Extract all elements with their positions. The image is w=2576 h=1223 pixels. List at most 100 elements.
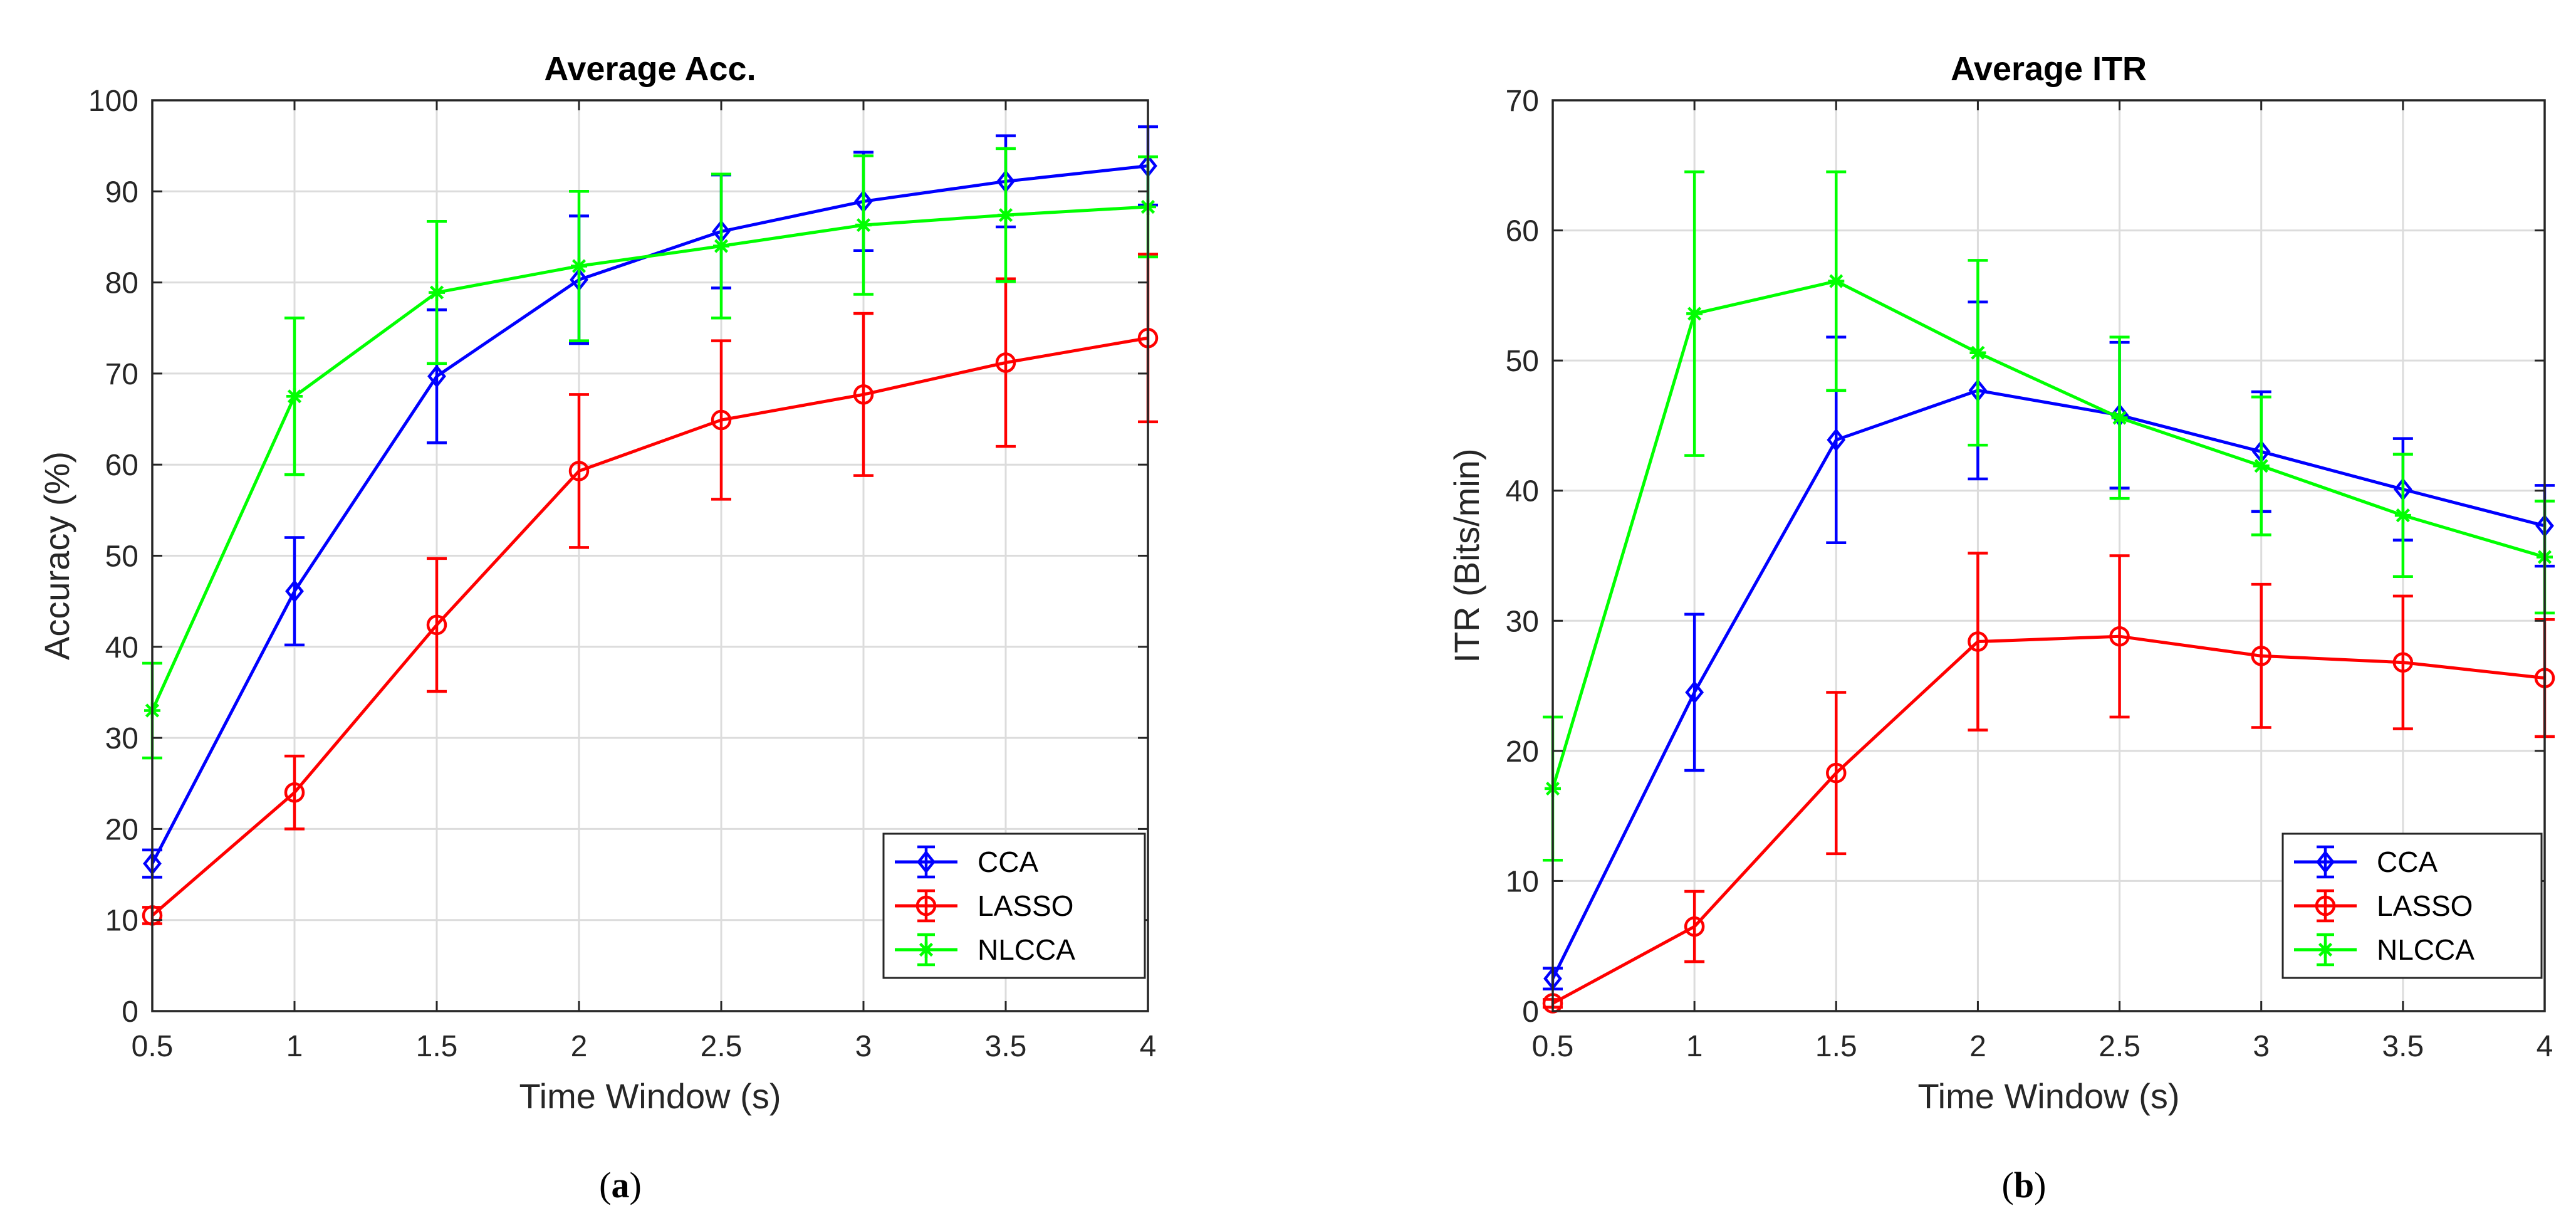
legend-swatch-marker — [915, 895, 937, 916]
y-tick-label: 30 — [105, 722, 138, 755]
error-bar — [2392, 594, 2413, 730]
data-point — [2109, 626, 2130, 647]
y-tick-label: 10 — [1506, 865, 1539, 898]
series-line — [1551, 634, 2545, 1005]
error-bar — [1684, 890, 1705, 963]
data-point — [2392, 652, 2414, 673]
series-line — [1551, 279, 2545, 789]
y-tick-label: 50 — [105, 540, 138, 574]
data-point — [2253, 458, 2270, 475]
error-bar — [1826, 691, 1847, 856]
data-point — [998, 207, 1014, 224]
x-tick-label: 3.5 — [985, 1030, 1027, 1063]
legend-swatch-marker — [2315, 895, 2336, 916]
x-tick-label: 2 — [571, 1030, 588, 1063]
data-point — [568, 461, 590, 481]
x-tick-label: 4 — [2537, 1030, 2553, 1063]
x-tick-label: 1.5 — [416, 1030, 458, 1063]
data-point — [427, 364, 446, 388]
data-point — [285, 579, 304, 603]
y-tick-label: 60 — [105, 449, 138, 482]
data-point — [711, 409, 732, 431]
x-tick-label: 2 — [1969, 1030, 1986, 1063]
y-tick-label: 40 — [105, 631, 138, 664]
chart-average-accuracy: 0.5 1 1.5 2 2.5 3 3.5 40102030405060708090100Av… — [37, 50, 1159, 1205]
legend-item-lasso: LASSO — [2294, 889, 2473, 923]
x-axis-label: Time Window (s) — [519, 1076, 781, 1116]
error-bar — [711, 339, 731, 501]
data-point — [995, 352, 1016, 373]
x-tick-label: 2.5 — [2099, 1030, 2141, 1063]
caption-letter: a — [612, 1165, 630, 1205]
legend-swatch-marker — [2317, 942, 2334, 958]
y-tick-label: 50 — [1506, 345, 1539, 378]
subfigure-caption: (a) — [599, 1165, 642, 1205]
legend-item-cca: CCA — [2294, 845, 2438, 879]
data-point — [853, 384, 874, 405]
data-point — [1827, 428, 1846, 452]
data-point — [286, 388, 303, 405]
data-point — [1685, 680, 1704, 705]
error-bar — [1684, 612, 1705, 772]
legend-label: CCA — [978, 846, 1038, 878]
caption-close: ) — [2034, 1165, 2046, 1205]
data-point — [426, 614, 447, 636]
legend-label: NLCCA — [2377, 933, 2474, 966]
y-tick-label: 90 — [105, 176, 138, 209]
data-point — [1828, 273, 1845, 290]
x-tick-label: 4 — [1140, 1030, 1157, 1063]
chart-title: Average Acc. — [544, 50, 756, 88]
x-tick-label: 3 — [2253, 1030, 2270, 1063]
x-axis-label: Time Window (s) — [1918, 1076, 2180, 1116]
data-point — [2111, 409, 2128, 426]
caption-letter: b — [2014, 1165, 2034, 1205]
x-tick-label: 2.5 — [701, 1030, 743, 1063]
error-bar — [569, 393, 589, 549]
y-tick-label: 0 — [122, 995, 138, 1029]
y-tick-label: 60 — [1506, 215, 1539, 248]
error-bar — [853, 312, 873, 477]
y-tick-label: 80 — [105, 267, 138, 300]
legend-item-nlcca: NLCCA — [895, 933, 1075, 967]
x-tick-label: 1.5 — [1815, 1030, 1857, 1063]
series-nlcca — [1543, 170, 2555, 862]
y-tick-label: 70 — [105, 358, 138, 391]
data-point — [571, 258, 587, 275]
data-point — [2394, 507, 2411, 524]
data-point — [713, 238, 729, 255]
caption-open: ( — [599, 1165, 611, 1205]
y-tick-label: 10 — [105, 905, 138, 938]
series-nlcca — [142, 147, 1158, 760]
legend-item-nlcca: NLCCA — [2294, 933, 2474, 967]
x-tick-label: 0.5 — [132, 1030, 174, 1063]
legend: CCA LASSO NLCCA — [882, 832, 1146, 979]
data-point — [1684, 916, 1705, 937]
legend-swatch-marker — [917, 850, 936, 874]
x-tick-label: 1 — [286, 1030, 303, 1063]
legend-label: CCA — [2377, 846, 2438, 878]
data-point — [2251, 646, 2271, 666]
data-point — [429, 284, 445, 301]
y-axis-label: ITR (Bits/min) — [1447, 448, 1486, 663]
x-tick-label: 3 — [855, 1030, 872, 1063]
y-tick-label: 70 — [1506, 85, 1539, 118]
x-tick-label: 0.5 — [1532, 1030, 1574, 1063]
caption-open: ( — [2002, 1165, 2014, 1205]
y-tick-label: 0 — [1522, 995, 1539, 1029]
axes-box — [1551, 99, 2546, 1012]
y-tick-label: 20 — [1506, 735, 1539, 769]
series-line — [1551, 389, 2545, 980]
series-line — [151, 336, 1149, 917]
data-point — [284, 782, 305, 803]
legend-label: LASSO — [978, 890, 1073, 922]
error-bar — [2251, 582, 2271, 729]
caption-close: ) — [630, 1165, 642, 1205]
legend-swatch-marker — [918, 942, 934, 958]
y-axis-label: Accuracy (%) — [37, 451, 76, 660]
error-bar — [2109, 554, 2130, 719]
data-point — [1968, 631, 1988, 652]
